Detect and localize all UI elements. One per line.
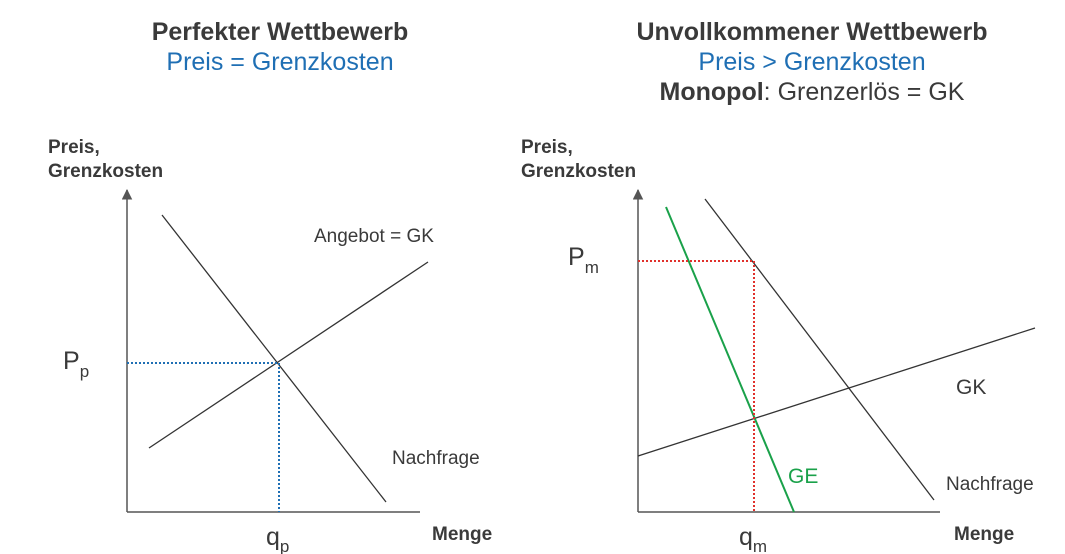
right-gk-line <box>637 327 1036 457</box>
right-gk-label: GK <box>956 376 986 399</box>
left-demand-label: Nachfrage <box>392 448 480 469</box>
left-quantity-main: q <box>266 523 280 551</box>
right-monopoly-line: Monopol: Grenzerlös = GK <box>562 77 1062 107</box>
left-price-sub: p <box>80 362 89 381</box>
left-title: Perfekter Wettbewerb <box>151 18 409 46</box>
left-price-label: Pp <box>63 347 89 381</box>
right-y-axis-label-line1: Preis, <box>521 137 573 158</box>
right-price-main: P <box>568 243 585 271</box>
right-quantity-main: q <box>739 523 753 551</box>
left-title-block: Perfekter Wettbewerb Preis = Grenzkosten <box>80 17 480 77</box>
right-diagram: Preis, Grenzkosten Menge GK GE Nachfrage… <box>521 137 1036 554</box>
monopoly-label: Monopol <box>659 78 764 106</box>
left-demand-line <box>161 214 387 503</box>
left-supply-line <box>148 261 429 449</box>
left-x-axis-label: Menge <box>432 524 492 545</box>
right-demand-line <box>704 198 935 501</box>
left-supply-label: Angebot = GK <box>314 226 434 247</box>
right-y-axis-label-line2: Grenzkosten <box>521 161 636 182</box>
right-price-sub: m <box>585 258 599 277</box>
monopoly-rule: : Grenzerlös = GK <box>763 78 965 106</box>
left-quantity-sub: p <box>280 537 289 554</box>
right-quantity-label: qm <box>739 523 767 554</box>
right-subtitle: Preis > Grenzkosten <box>698 48 926 76</box>
right-demand-label: Nachfrage <box>946 474 1034 495</box>
left-quantity-label: qp <box>266 523 289 554</box>
right-quantity-sub: m <box>753 537 767 554</box>
left-diagram: Preis, Grenzkosten Menge Angebot = GK Na… <box>48 137 492 554</box>
right-x-axis-label: Menge <box>954 524 1014 545</box>
right-title: Unvollkommener Wettbewerb <box>636 18 988 46</box>
right-ge-label: GE <box>788 465 818 488</box>
right-ge-line <box>665 206 795 513</box>
left-y-axis-label-line2: Grenzkosten <box>48 161 163 182</box>
left-subtitle: Preis = Grenzkosten <box>166 48 394 76</box>
left-price-main: P <box>63 347 80 375</box>
right-price-label: Pm <box>568 243 599 277</box>
left-y-axis-label-line1: Preis, <box>48 137 100 158</box>
right-title-block: Unvollkommener Wettbewerb Preis > Grenzk… <box>562 17 1062 107</box>
